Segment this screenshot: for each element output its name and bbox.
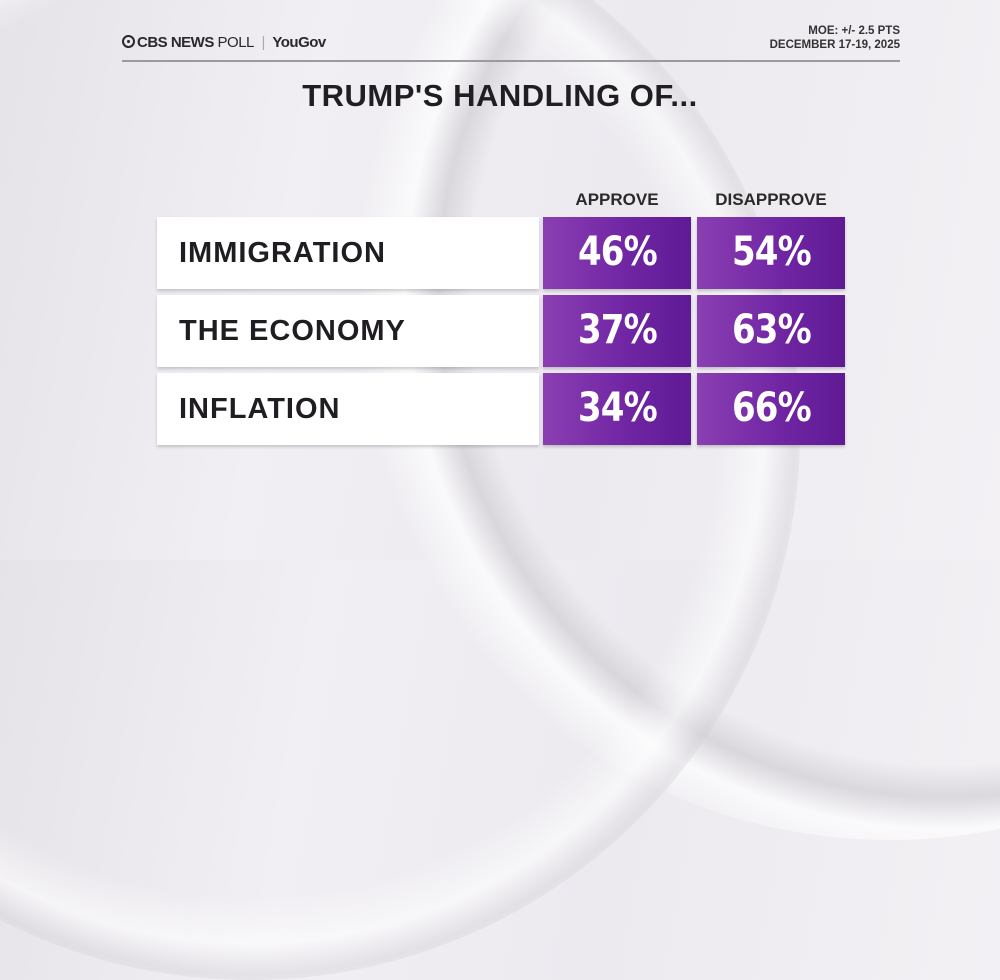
approve-cell: 46% xyxy=(543,217,691,289)
column-header-approve: APPROVE xyxy=(575,190,659,209)
disapprove-cell: 54% xyxy=(697,217,845,289)
column-header-disapprove: DISAPPROVE xyxy=(715,190,827,209)
table-row: INFLATION 34% 66% xyxy=(157,373,847,445)
disapprove-cell: 63% xyxy=(697,295,845,367)
disapprove-value: 54% xyxy=(731,229,812,275)
brand-separator: | xyxy=(261,34,266,51)
row-label: IMMIGRATION xyxy=(179,237,386,269)
chart-title: TRUMP'S HANDLING OF... xyxy=(302,78,698,113)
partner-logo: YouGov xyxy=(272,34,326,51)
brand-logo: CBS NEWS POLL | YouGov xyxy=(122,34,326,51)
header-bar: CBS NEWS POLL | YouGov MOE: +/- 2.5 PTS … xyxy=(122,25,900,62)
approve-value: 46% xyxy=(577,229,658,275)
approve-cell: 34% xyxy=(543,373,691,445)
table-row: THE ECONOMY 37% 63% xyxy=(157,295,847,367)
cbs-eye-icon xyxy=(122,35,135,48)
row-label: INFLATION xyxy=(179,393,341,425)
margin-of-error: MOE: +/- 2.5 PTS xyxy=(808,25,900,37)
row-label-box: INFLATION xyxy=(157,373,539,445)
disapprove-value: 66% xyxy=(731,385,812,431)
disapprove-value: 63% xyxy=(731,307,812,353)
brand-suffix: POLL xyxy=(217,34,255,51)
background-arc xyxy=(0,0,800,980)
approve-cell: 37% xyxy=(543,295,691,367)
poll-dates: DECEMBER 17-19, 2025 xyxy=(769,39,900,51)
brand-name: CBS NEWS xyxy=(137,34,214,51)
row-label: THE ECONOMY xyxy=(179,315,406,347)
disapprove-cell: 66% xyxy=(697,373,845,445)
poll-meta: MOE: +/- 2.5 PTS DECEMBER 17-19, 2025 xyxy=(770,24,900,52)
row-label-box: IMMIGRATION xyxy=(157,217,539,289)
approve-value: 37% xyxy=(577,307,658,353)
row-label-box: THE ECONOMY xyxy=(157,295,539,367)
table-row: IMMIGRATION 46% 54% xyxy=(157,217,847,289)
approve-value: 34% xyxy=(577,385,658,431)
